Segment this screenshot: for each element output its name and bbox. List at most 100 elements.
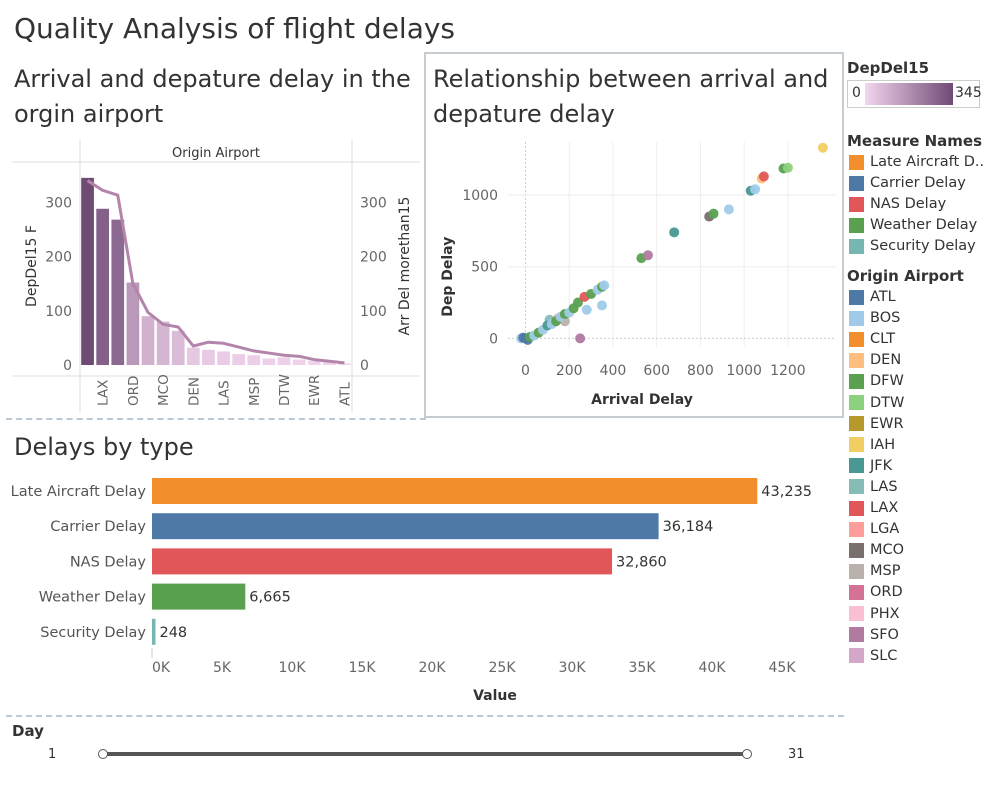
bar: [152, 513, 659, 540]
y-tick-label: 0: [489, 331, 498, 347]
bar: [338, 363, 351, 365]
x-axis-title: Arrival Delay: [591, 392, 693, 408]
y2-tick-label: 200: [360, 250, 387, 266]
airport-legend-item[interactable]: PHX: [849, 604, 900, 624]
scatter-point: [572, 297, 583, 308]
legend-label: Security Delay: [870, 238, 976, 254]
bar: [141, 316, 155, 365]
airport-legend-item[interactable]: SLC: [849, 646, 897, 666]
day-slider-max-handle[interactable]: [742, 749, 752, 759]
airport-legend-item[interactable]: MCO: [849, 540, 904, 560]
delays-by-type-chart[interactable]: Late Aircraft Delay 43,235 Carrier Delay 36…: [0, 470, 845, 710]
airport-legend-item[interactable]: LGA: [849, 519, 899, 539]
scatter-point: [750, 184, 761, 195]
measure-legend-item[interactable]: NAS Delay: [849, 194, 946, 214]
airport-legend-item[interactable]: MSP: [849, 561, 900, 581]
origin-airport-legend-title: Origin Airport: [847, 267, 964, 285]
measure-names-legend-title: Measure Names: [847, 132, 983, 150]
legend-swatch: [849, 416, 864, 432]
bar: [96, 208, 110, 365]
data-label: 6,665: [249, 590, 291, 606]
arrival-departure-chart[interactable]: Origin Airport 0 0 100 100 200 200 300 300 DepDel…: [0, 140, 424, 420]
x-tick-label: 0K: [152, 660, 171, 676]
x-tick-label: 1200: [770, 363, 806, 379]
legend-swatch: [849, 648, 864, 664]
legend-swatch: [849, 373, 864, 389]
day-slider-min-handle[interactable]: [98, 749, 108, 759]
color-scale-legend[interactable]: 0 345: [847, 80, 982, 108]
scatter-title: Relationship between arrival and depatur…: [433, 65, 829, 128]
legend-label: DEN: [870, 352, 902, 369]
color-scale-gradient: [865, 83, 953, 105]
color-legend-title: DepDel15: [847, 59, 930, 77]
bar: [156, 321, 170, 365]
bar: [247, 355, 261, 365]
legend-swatch: [849, 521, 864, 537]
legend-label: ORD: [870, 584, 903, 601]
y-tick-label: 1000: [462, 188, 498, 204]
column-header: Origin Airport: [172, 146, 260, 161]
airport-legend-item[interactable]: DFW: [849, 371, 904, 391]
airport-legend-item[interactable]: LAS: [849, 477, 898, 497]
color-scale-max: 345: [955, 85, 982, 101]
airport-legend-item[interactable]: ATL: [849, 287, 896, 307]
series-line: [86, 179, 345, 365]
y-tick-label: 500: [471, 260, 498, 276]
scatter-point: [758, 171, 769, 182]
measure-legend-item[interactable]: Security Delay: [849, 236, 976, 256]
scatter-point: [817, 142, 828, 153]
legend-swatch: [849, 154, 864, 170]
airport-legend-item[interactable]: BOS: [849, 308, 900, 328]
legend-swatch: [849, 238, 864, 254]
scatter-point: [575, 333, 586, 344]
x-tick-label: DEN: [186, 377, 202, 406]
airport-legend-item[interactable]: DTW: [849, 393, 904, 413]
measure-legend-item[interactable]: Late Aircraft D..: [849, 152, 984, 172]
legend-label: Weather Delay: [870, 217, 978, 233]
airport-legend-item[interactable]: DEN: [849, 350, 901, 370]
day-filter-max: 31: [788, 747, 805, 762]
category-label: NAS Delay: [70, 554, 147, 570]
legend-swatch: [849, 458, 864, 474]
legend-swatch: [849, 217, 864, 233]
scatter-chart[interactable]: 0 200 400 600 800 1000 1200 0 500 1000 Arrival Del…: [426, 140, 842, 416]
bar: [202, 349, 215, 365]
legend-swatch: [849, 437, 864, 453]
airport-legend-item[interactable]: EWR: [849, 414, 904, 434]
category-label: Late Aircraft Delay: [11, 484, 147, 500]
airport-legend-item[interactable]: CLT: [849, 329, 895, 349]
x-tick-label: 15K: [349, 660, 377, 676]
scatter-point: [708, 208, 719, 219]
legend-label: SLC: [870, 647, 898, 664]
measure-legend-item[interactable]: Weather Delay: [849, 215, 977, 235]
x-tick-label: DTW: [277, 374, 293, 406]
y2-tick-label: 100: [360, 304, 387, 320]
legend-label: DFW: [870, 373, 904, 390]
y2-tick-label: 0: [360, 358, 369, 374]
day-slider-track[interactable]: [104, 752, 747, 756]
data-label: 32,860: [616, 554, 667, 570]
y-axis-title: Dep Delay: [440, 237, 456, 317]
day-filter-title: Day: [12, 722, 44, 740]
data-label: 36,184: [663, 519, 714, 535]
airport-legend-item[interactable]: SFO: [849, 625, 899, 645]
bar: [277, 357, 291, 365]
x-tick-label: 0: [521, 363, 530, 379]
airport-legend-item[interactable]: JFK: [849, 456, 892, 476]
legend-label: CLT: [870, 331, 896, 348]
legend-label: LAS: [870, 478, 898, 495]
category-label: Weather Delay: [39, 590, 147, 606]
legend-swatch: [849, 606, 864, 621]
airport-legend-item[interactable]: LAX: [849, 498, 898, 518]
category-label: Carrier Delay: [50, 519, 146, 535]
x-tick-label: LAS: [217, 380, 233, 406]
bar: [322, 361, 336, 365]
measure-legend-item[interactable]: Carrier Delay: [849, 173, 966, 193]
legend-swatch: [849, 563, 864, 579]
airport-legend-item[interactable]: ORD: [849, 582, 903, 602]
legend-label: ATL: [870, 289, 896, 305]
bar: [152, 618, 156, 645]
scatter-selection-frame: [424, 52, 844, 418]
airport-legend-item[interactable]: IAH: [849, 435, 895, 455]
x-tick-label: 1000: [726, 363, 762, 379]
